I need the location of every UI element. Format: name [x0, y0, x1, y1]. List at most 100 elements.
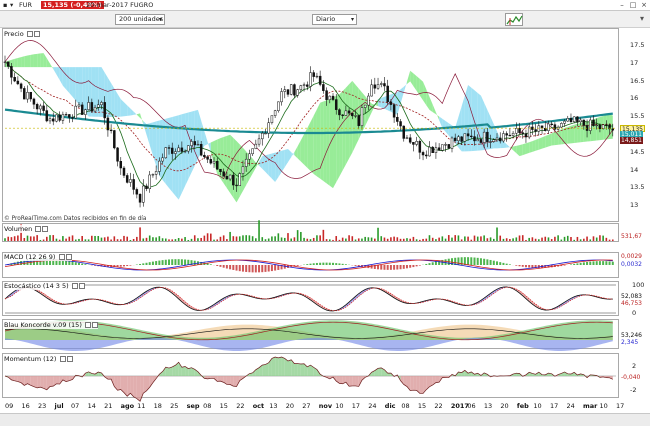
- candle-down: [68, 114, 71, 118]
- volume-bar: [213, 239, 215, 241]
- candle-up: [277, 101, 280, 111]
- macd-histogram-bar: [84, 264, 87, 265]
- close-pane-icon[interactable]: [78, 283, 85, 289]
- macd-histogram-bar: [180, 259, 183, 265]
- wrench-icon[interactable]: [26, 31, 33, 37]
- wrench-icon[interactable]: [71, 283, 78, 289]
- momentum-area-segment: [339, 376, 343, 384]
- price-tick-label: 14.5: [630, 147, 645, 156]
- ichimoku-cloud-segment: [27, 54, 31, 68]
- candle-down: [23, 88, 26, 100]
- momentum-area-segment: [381, 367, 385, 376]
- momentum-area-segment: [413, 376, 417, 391]
- macd-histogram-bar: [602, 261, 605, 265]
- volume-bar: [444, 238, 447, 241]
- momentum-area-segment: [352, 376, 356, 386]
- macd-histogram-bar: [235, 265, 238, 271]
- candle-down: [605, 124, 608, 126]
- maximize-icon[interactable]: □: [629, 1, 637, 9]
- ichimoku-cloud-segment: [185, 112, 189, 187]
- macd-histogram-bar: [151, 261, 154, 265]
- ichimoku-cloud-segment: [406, 70, 411, 85]
- candle-up: [187, 145, 190, 152]
- candle-down: [389, 101, 393, 105]
- dropdown-arrow-icon[interactable]: ▾: [10, 1, 14, 9]
- close-pane-icon[interactable]: [65, 254, 72, 260]
- candle-up: [84, 109, 87, 115]
- minimize-icon[interactable]: –: [620, 1, 624, 9]
- candle-down: [437, 147, 441, 151]
- units-select[interactable]: 200 unidades ▾: [115, 14, 165, 25]
- volume-bar: [595, 237, 598, 241]
- volume-bar: [534, 238, 537, 241]
- momentum-area-segment: [291, 359, 295, 376]
- momentum-area-segment: [17, 376, 22, 383]
- macd-histogram-bar: [280, 265, 283, 270]
- wrench-icon[interactable]: [35, 226, 42, 232]
- chart-type-icon[interactable]: [505, 13, 523, 26]
- macd-histogram-bar: [164, 259, 167, 265]
- candle-up: [309, 72, 312, 87]
- ichimoku-cloud-segment: [490, 116, 494, 149]
- ichimoku-cloud-segment: [349, 80, 353, 159]
- ichimoku-cloud-segment: [140, 113, 144, 125]
- wrench-icon[interactable]: [84, 322, 91, 328]
- ichimoku-cloud-segment: [410, 70, 414, 87]
- momentum-area-segment: [300, 363, 305, 376]
- macd-histogram-bar: [315, 262, 318, 265]
- stoch-fill-segment: [223, 296, 227, 301]
- blau-pane-label: Blau Koncorde v.09 (15): [4, 321, 98, 329]
- macd-histogram-bar: [322, 262, 325, 265]
- candle-up: [142, 185, 145, 203]
- candle-down: [470, 135, 473, 138]
- momentum-area-segment: [349, 376, 353, 387]
- close-pane-icon[interactable]: [42, 226, 49, 232]
- macd-histogram-bar: [393, 265, 396, 270]
- close-icon[interactable]: ×: [641, 1, 647, 9]
- settings-icon[interactable]: ▾: [639, 14, 644, 23]
- stoch-fill-segment: [493, 289, 498, 294]
- macd-histogram-bar: [524, 265, 527, 268]
- volume-bar: [390, 237, 392, 241]
- momentum-area-segment: [419, 376, 424, 394]
- volume-bar: [226, 239, 228, 241]
- stoch-fill-segment: [172, 291, 176, 296]
- volume-bar: [168, 239, 170, 241]
- candle-down: [167, 147, 171, 149]
- volume-bar: [605, 237, 608, 241]
- moving-average-long-line: [4, 108, 613, 135]
- macd-histogram-bar: [319, 262, 322, 265]
- candle-up: [563, 120, 566, 124]
- momentum-area-segment: [252, 369, 256, 376]
- macd-histogram-bar: [502, 262, 505, 265]
- volume-bar: [219, 236, 222, 241]
- ichimoku-cloud-segment: [78, 67, 83, 109]
- volume-bar: [316, 235, 318, 241]
- momentum-area-segment: [535, 372, 539, 376]
- volume-bar: [457, 235, 460, 241]
- volume-bar: [473, 235, 476, 241]
- x-axis-label: 20: [500, 402, 509, 410]
- close-pane-icon[interactable]: [33, 31, 40, 37]
- volume-bar: [290, 238, 293, 241]
- horizontal-scrollbar[interactable]: [0, 413, 650, 426]
- stochastic-label-text: Estocástico (14 3 5): [4, 282, 69, 290]
- macd-histogram-bar: [598, 261, 601, 265]
- macd-histogram-bar: [55, 258, 58, 265]
- macd-histogram-bar: [576, 263, 579, 265]
- period-select-value: Diario: [316, 15, 336, 23]
- wrench-icon[interactable]: [58, 254, 65, 260]
- macd-histogram-bar: [377, 265, 380, 270]
- ichimoku-cloud-segment: [56, 67, 60, 81]
- ichimoku-cloud-segment: [316, 102, 321, 179]
- wrench-icon[interactable]: [59, 356, 66, 362]
- ichimoku-cloud-segment: [542, 136, 546, 149]
- stoch-fill-segment: [214, 302, 218, 307]
- period-select[interactable]: Diario ▾: [312, 14, 357, 25]
- volume-bar: [97, 235, 100, 241]
- close-pane-icon[interactable]: [66, 356, 73, 362]
- window-menu-icon[interactable]: ▪: [3, 1, 8, 9]
- volume-bar: [7, 236, 10, 241]
- close-pane-icon[interactable]: [91, 322, 98, 328]
